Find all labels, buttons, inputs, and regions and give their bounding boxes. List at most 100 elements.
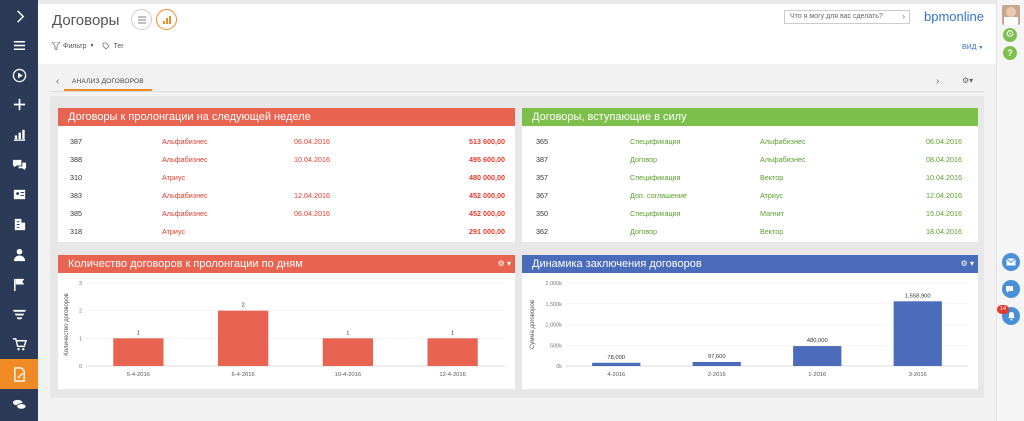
contract-dynamics-panel: Динамика заключения договоров ⚙ ▾ Сумма … bbox=[522, 255, 978, 389]
chevron-down-icon: ▼ bbox=[978, 45, 984, 51]
cart-icon[interactable] bbox=[0, 330, 38, 358]
data-label: 1 bbox=[451, 330, 454, 336]
contract-number: 367 bbox=[536, 190, 548, 200]
account-link[interactable]: Атриус bbox=[162, 172, 186, 182]
account-link[interactable]: Вектор bbox=[760, 226, 784, 236]
table-row[interactable]: 318 Атриус 291 000,00 bbox=[70, 222, 505, 240]
chart-bar[interactable] bbox=[793, 346, 842, 366]
chart-bar[interactable] bbox=[322, 338, 374, 366]
list-view-button[interactable] bbox=[131, 9, 152, 30]
gear-icon[interactable]: ⚙ bbox=[1003, 28, 1017, 42]
account-link[interactable]: Альфабизнес bbox=[760, 136, 806, 146]
table-row[interactable]: 365 Спецификация Альфабизнес 06.04.2016 bbox=[536, 132, 962, 150]
table-row[interactable]: 357 Спецификация Вектор 10.04.2016 bbox=[536, 168, 962, 186]
chevron-right-icon[interactable] bbox=[0, 2, 38, 30]
account-link[interactable]: Альфабизнес bbox=[162, 154, 208, 164]
chart-bar[interactable] bbox=[427, 338, 478, 366]
account-link[interactable]: Альфабизнес bbox=[162, 190, 208, 200]
table-row[interactable]: 387 Альфабизнес 06.04.2016 513 600,00 bbox=[70, 132, 505, 150]
table-row[interactable]: 367 Доп. соглашение Атриус 12.04.2016 bbox=[536, 186, 962, 204]
chart-bar[interactable] bbox=[592, 362, 641, 366]
tab-contract-analysis[interactable]: АНАЛИЗ ДОГОВОРОВ bbox=[64, 76, 152, 91]
bar-chart-icon[interactable] bbox=[0, 120, 38, 148]
renewals-table: 387 Альфабизнес 06.04.2016 513 600,00 388 Аль… bbox=[70, 132, 505, 240]
dynamics-bar-chart: Сумма договоров 0k 500k 1,000k 1,500k 2,000k 7… bbox=[530, 281, 968, 378]
data-label: 480,000 bbox=[807, 338, 828, 344]
table-row[interactable]: 383 Альфабизнес 12.04.2016 452 000,00 bbox=[70, 186, 505, 204]
data-label: 1 bbox=[137, 330, 140, 336]
person-icon[interactable] bbox=[0, 240, 38, 268]
tab-scroll-right-icon[interactable]: › bbox=[936, 76, 940, 87]
menu-icon[interactable] bbox=[0, 31, 38, 59]
chevron-down-icon: ▼ bbox=[89, 43, 95, 49]
contract-amount: 452 000,00 bbox=[469, 208, 505, 218]
chart-bar[interactable] bbox=[692, 361, 741, 366]
account-link[interactable]: Атриус bbox=[162, 226, 186, 236]
filter-label: Фильтр bbox=[63, 42, 87, 50]
renewal-date: 06.04.2016 bbox=[294, 136, 330, 146]
effective-panel: Договоры, вступающие в силу 365 Специфика… bbox=[522, 108, 978, 242]
account-link[interactable]: Альфабизнес bbox=[162, 208, 208, 218]
account-link[interactable]: Магнит bbox=[760, 208, 784, 218]
data-label: 1 bbox=[346, 330, 349, 336]
account-link[interactable]: Вектор bbox=[760, 172, 784, 182]
panel-title: Договоры к пролонгации на следующей неде… bbox=[58, 108, 515, 126]
x-tick-label: 12-4-2016 bbox=[439, 372, 465, 378]
coins-icon[interactable] bbox=[0, 390, 38, 418]
page-title: Договоры bbox=[52, 12, 120, 29]
flag-icon[interactable] bbox=[0, 270, 38, 298]
table-row[interactable]: 387 Договор Альфабизнес 08.04.2016 bbox=[536, 150, 962, 168]
contract-number: 365 bbox=[536, 136, 548, 146]
renewal-date: 12.04.2016 bbox=[294, 190, 330, 200]
gear-icon[interactable]: ⚙ ▾ bbox=[960, 259, 974, 268]
x-tick-label: 10-4-2016 bbox=[335, 372, 361, 378]
filter-row: Фильтр ▼ Тег bbox=[52, 42, 124, 50]
help-icon[interactable]: ? bbox=[1003, 46, 1017, 60]
bar-chart-icon bbox=[162, 15, 171, 24]
table-row[interactable]: 362 Договор Вектор 18.04.2016 bbox=[536, 222, 962, 240]
renewal-date: 10.04.2016 bbox=[294, 154, 330, 164]
email-icon[interactable] bbox=[1002, 253, 1020, 271]
chat-icon[interactable] bbox=[1002, 280, 1020, 298]
y-tick-label: 2 bbox=[79, 309, 82, 315]
play-icon[interactable] bbox=[0, 61, 38, 89]
contract-type: Доп. соглашение bbox=[630, 190, 687, 200]
funnel-icon[interactable] bbox=[0, 300, 38, 328]
chart-bar[interactable] bbox=[893, 301, 942, 366]
gear-icon[interactable]: ⚙ ▾ bbox=[497, 259, 511, 268]
avatar[interactable] bbox=[1002, 5, 1020, 25]
view-button[interactable]: ВИД ▼ bbox=[962, 44, 983, 51]
table-row[interactable]: 385 Альфабизнес 06.04.2016 452 000,00 bbox=[70, 204, 505, 222]
account-link[interactable]: Альфабизнес bbox=[760, 154, 806, 164]
filter-button[interactable]: Фильтр ▼ bbox=[52, 42, 94, 50]
table-row[interactable]: 310 Атриус 480 000,00 bbox=[70, 168, 505, 186]
command-search-input[interactable]: Что я могу для вас сделать? › bbox=[784, 10, 910, 24]
chat-icon[interactable] bbox=[0, 150, 38, 178]
page-header: Договоры Фильтр ▼ Тег Что я могу для вас… bbox=[38, 4, 996, 64]
gear-icon[interactable]: ⚙▾ bbox=[962, 76, 974, 85]
tag-label: Тег bbox=[113, 42, 124, 50]
y-axis-title: Количество договоров bbox=[64, 293, 70, 355]
table-row[interactable]: 350 Спецификация Магнит 15.04.2016 bbox=[536, 204, 962, 222]
tag-button[interactable]: Тег bbox=[102, 42, 124, 50]
y-tick-label: 1,000k bbox=[545, 323, 562, 329]
renewal-date bbox=[294, 168, 414, 186]
right-panel: ⚙ ? 14 bbox=[996, 0, 1024, 421]
table-row[interactable]: 388 Альфабизнес 10.04.2016 495 600,00 bbox=[70, 150, 505, 168]
contacts-icon[interactable] bbox=[0, 180, 38, 208]
account-link[interactable]: Альфабизнес bbox=[162, 136, 208, 146]
account-link[interactable]: Атриус bbox=[760, 190, 784, 200]
contract-number: 385 bbox=[70, 208, 82, 218]
panel-title: Динамика заключения договоров bbox=[532, 258, 702, 270]
tab-scroll-left-icon[interactable]: ‹ bbox=[56, 76, 60, 87]
plus-icon[interactable] bbox=[0, 90, 38, 118]
chart-bar[interactable] bbox=[217, 310, 269, 366]
chart-bar[interactable] bbox=[113, 338, 164, 366]
x-tick-label: 4-2016 bbox=[607, 372, 625, 378]
building-icon[interactable] bbox=[0, 210, 38, 238]
document-edit-icon[interactable] bbox=[0, 359, 38, 389]
contract-number: 388 bbox=[70, 154, 82, 164]
analytics-view-button[interactable] bbox=[156, 9, 177, 30]
effective-date: 08.04.2016 bbox=[926, 154, 962, 164]
chevron-right-icon: › bbox=[902, 12, 905, 21]
